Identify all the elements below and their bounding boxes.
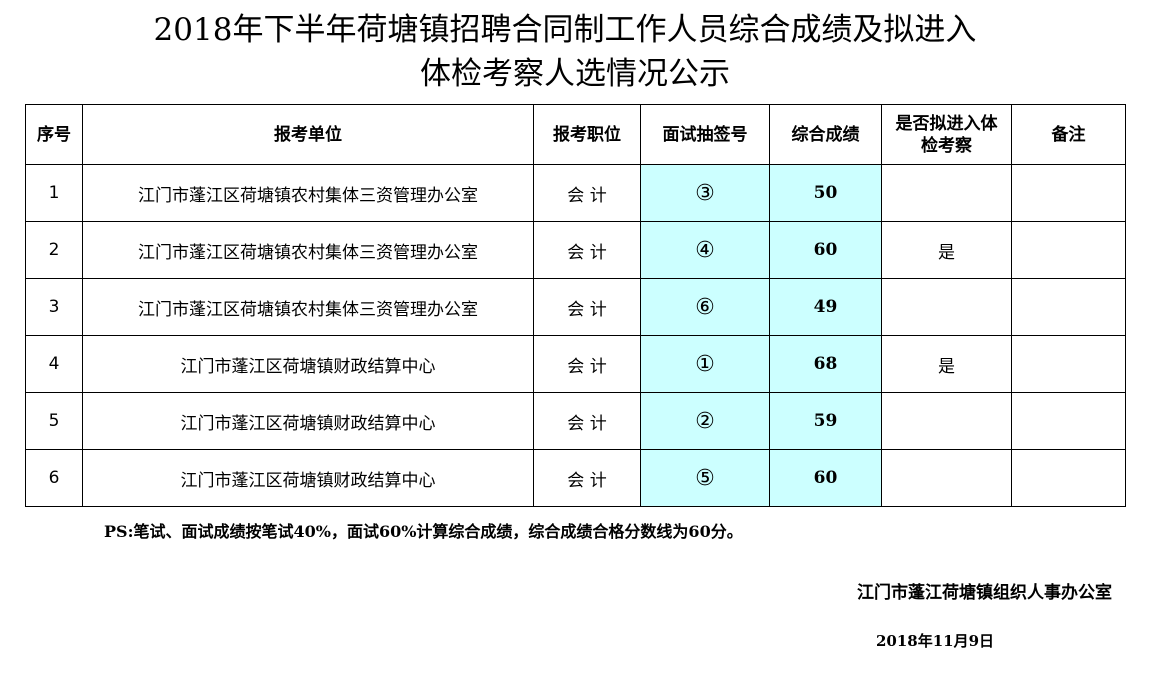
cell-position: 会 计	[533, 278, 641, 336]
page-title-line1: 2018年下半年荷塘镇招聘合同制工作人员综合成绩及拟进入	[153, 12, 977, 48]
cell-selected	[881, 164, 1012, 222]
cell-score: 59	[769, 392, 882, 450]
cell-score: 60	[769, 221, 882, 279]
results-table: 序号 报考单位 报考职位 面试抽签号 综合成绩 是否拟进入体检考察 备注 1 江门…	[25, 104, 1126, 507]
page-title-line2: 体检考察人选情况公示	[420, 56, 730, 92]
cell-unit: 江门市蓬江区荷塘镇财政结算中心	[82, 392, 534, 450]
table-row: 2 江门市蓬江区荷塘镇农村集体三资管理办公室会 计 ④ 60 是	[25, 221, 1126, 279]
cell-unit: 江门市蓬江区荷塘镇财政结算中心	[82, 335, 534, 393]
cell-remark	[1011, 278, 1126, 336]
cell-position: 会 计	[533, 335, 641, 393]
cell-selected: 是	[881, 335, 1012, 393]
cell-unit: 江门市蓬江区荷塘镇农村集体三资管理办公室	[82, 221, 534, 279]
header-unit: 报考单位	[82, 104, 534, 165]
cell-no: 1	[25, 164, 83, 222]
cell-unit: 江门市蓬江区荷塘镇农村集体三资管理办公室	[82, 164, 534, 222]
cell-score: 49	[769, 278, 882, 336]
cell-no: 6	[25, 449, 83, 507]
table-row: 4 江门市蓬江区荷塘镇财政结算中心会 计 ① 68 是	[25, 335, 1126, 393]
cell-draw: ⑥	[640, 278, 770, 336]
cell-no: 2	[25, 221, 83, 279]
cell-score: 68	[769, 335, 882, 393]
issue-date: 2018年11月9日	[876, 632, 995, 650]
cell-position: 会 计	[533, 392, 641, 450]
cell-no: 3	[25, 278, 83, 336]
cell-unit: 江门市蓬江区荷塘镇农村集体三资管理办公室	[82, 278, 534, 336]
cell-draw: ⑤	[640, 449, 770, 507]
header-score: 综合成绩	[769, 104, 882, 165]
table-row: 3 江门市蓬江区荷塘镇农村集体三资管理办公室会 计 ⑥ 49	[25, 278, 1126, 336]
cell-score: 50	[769, 164, 882, 222]
header-no: 序号	[25, 104, 83, 165]
cell-draw: ③	[640, 164, 770, 222]
cell-draw: ①	[640, 335, 770, 393]
table-row: 5 江门市蓬江区荷塘镇财政结算中心会 计 ② 59	[25, 392, 1126, 450]
issuing-organization: 江门市蓬江荷塘镇组织人事办公室	[857, 583, 1112, 603]
header-remark: 备注	[1011, 104, 1126, 165]
table-row: 6 江门市蓬江区荷塘镇财政结算中心会 计 ⑤ 60	[25, 449, 1126, 507]
cell-no: 5	[25, 392, 83, 450]
header-draw: 面试抽签号	[640, 104, 770, 165]
cell-draw: ②	[640, 392, 770, 450]
cell-selected	[881, 392, 1012, 450]
header-selected: 是否拟进入体检考察	[881, 104, 1012, 165]
table-row: 1 江门市蓬江区荷塘镇农村集体三资管理办公室会 计 ③ 50	[25, 164, 1126, 222]
footnote: PS:笔试、面试成绩按笔试40%，面试60%计算综合成绩，综合成绩合格分数线为6…	[104, 522, 743, 541]
cell-position: 会 计	[533, 164, 641, 222]
cell-selected	[881, 449, 1012, 507]
cell-remark	[1011, 335, 1126, 393]
cell-remark	[1011, 449, 1126, 507]
cell-selected	[881, 278, 1012, 336]
cell-draw: ④	[640, 221, 770, 279]
table-header-row: 序号 报考单位 报考职位 面试抽签号 综合成绩 是否拟进入体检考察 备注	[25, 104, 1126, 165]
header-selected-text: 是否拟进入体检考察	[895, 113, 998, 156]
cell-position: 会 计	[533, 221, 641, 279]
cell-score: 60	[769, 449, 882, 507]
cell-unit: 江门市蓬江区荷塘镇财政结算中心	[82, 449, 534, 507]
cell-no: 4	[25, 335, 83, 393]
cell-selected: 是	[881, 221, 1012, 279]
header-position: 报考职位	[533, 104, 641, 165]
cell-remark	[1011, 164, 1126, 222]
cell-remark	[1011, 221, 1126, 279]
cell-position: 会 计	[533, 449, 641, 507]
cell-remark	[1011, 392, 1126, 450]
